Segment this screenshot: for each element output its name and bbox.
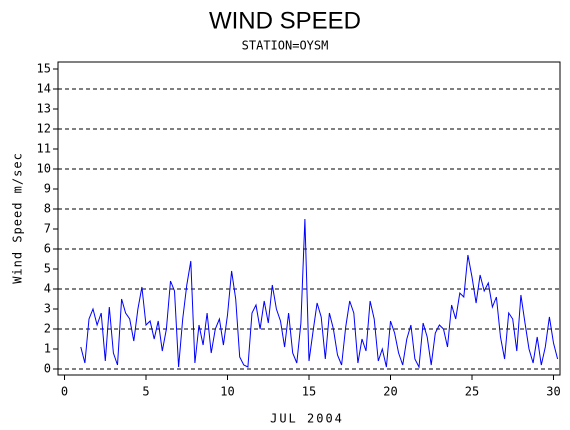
y-tick-label: 1 — [44, 342, 51, 356]
y-tick-label: 0 — [44, 362, 51, 376]
chart-title: WIND SPEED — [209, 7, 361, 34]
x-tick-label: 25 — [465, 385, 479, 399]
x-tick-label: 30 — [546, 385, 560, 399]
plot-frame — [57, 61, 561, 376]
x-axis-label: JUL 2004 — [270, 412, 344, 426]
y-tick-label: 14 — [37, 82, 51, 96]
y-tick-label: 9 — [44, 182, 51, 196]
data-line — [80, 218, 559, 369]
y-tick-label: 13 — [37, 102, 51, 116]
y-tick-label: 2 — [44, 322, 51, 336]
y-tick-label: 12 — [37, 122, 51, 136]
x-tick-label: 15 — [302, 385, 316, 399]
x-tick-label: 5 — [142, 385, 149, 399]
x-tick-label: 10 — [220, 385, 234, 399]
y-tick-label: 3 — [44, 302, 51, 316]
y-axis-label: Wind Speed m/sec — [11, 152, 25, 284]
y-tick-label: 5 — [44, 262, 51, 276]
y-tick-label: 15 — [37, 62, 51, 76]
y-tick-label: 4 — [44, 282, 51, 296]
chart-subtitle: STATION=OYSM — [242, 39, 329, 53]
y-tick-label: 8 — [44, 202, 51, 216]
x-tick-label: 20 — [383, 385, 397, 399]
y-tick-label: 10 — [37, 162, 51, 176]
y-tick-label: 6 — [44, 242, 51, 256]
x-tick-label: 0 — [61, 385, 68, 399]
y-tick-label: 7 — [44, 222, 51, 236]
y-tick-label: 11 — [37, 142, 51, 156]
